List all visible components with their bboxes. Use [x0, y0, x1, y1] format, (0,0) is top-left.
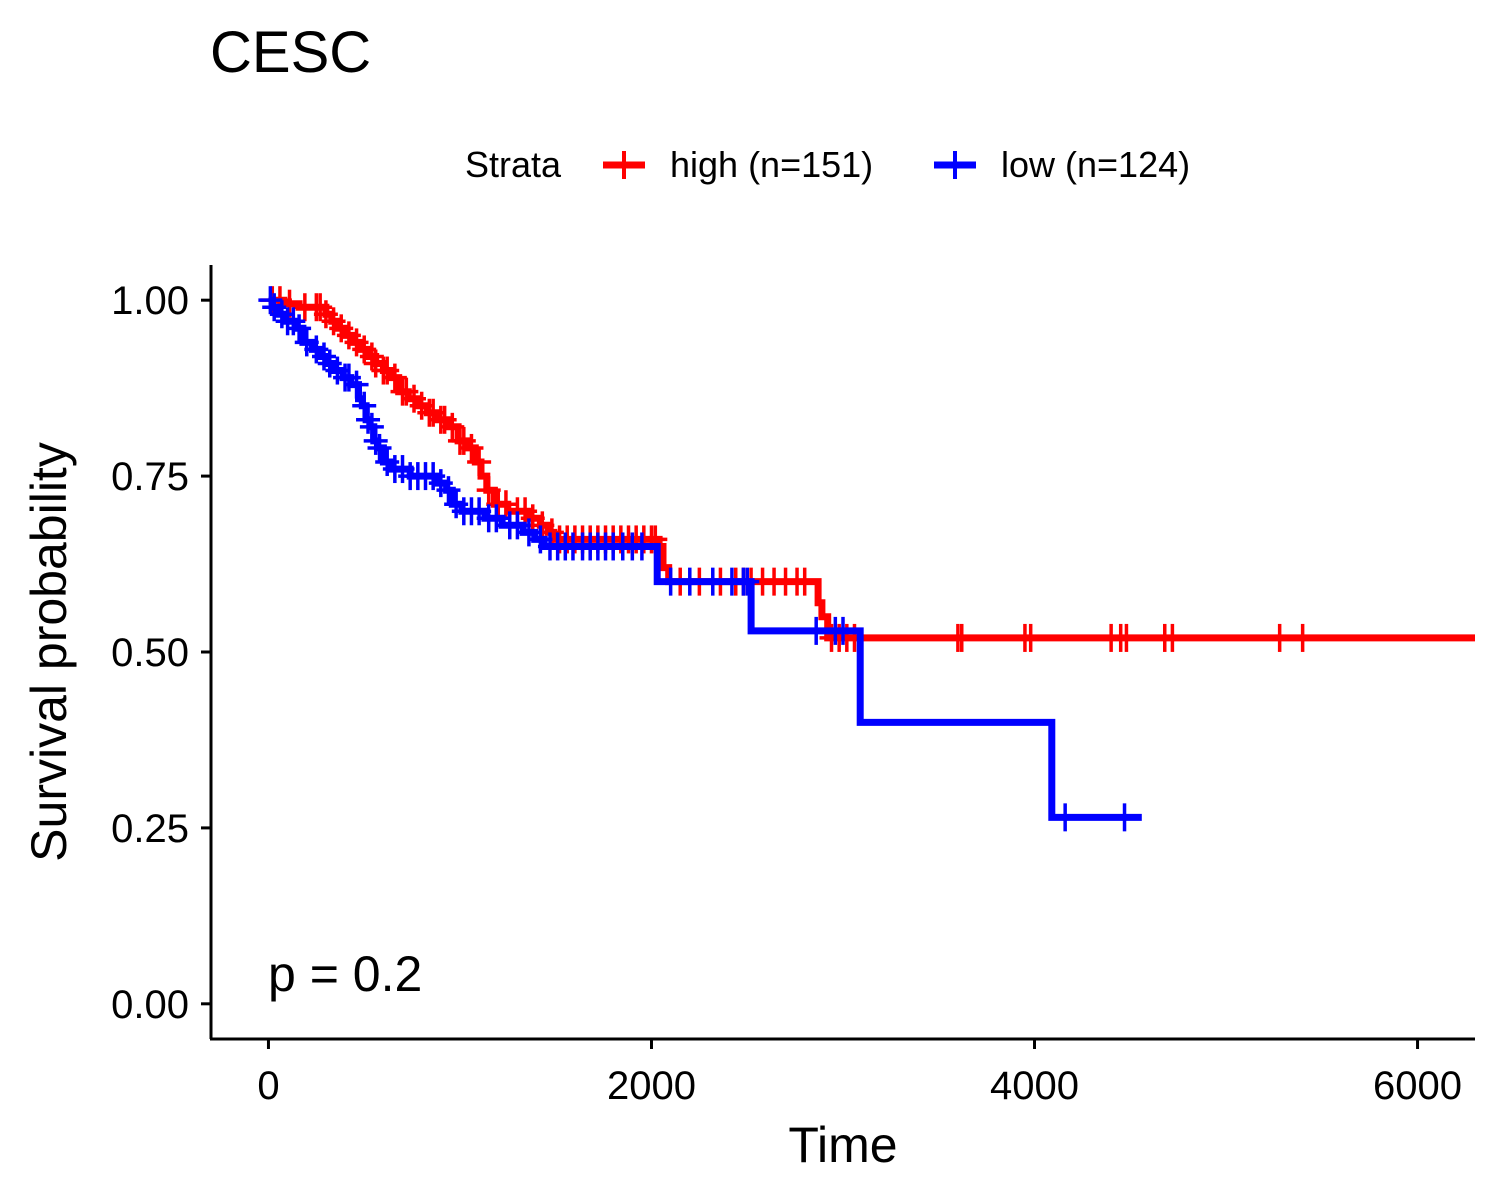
legend: Strata high (n=151) low (n=124): [465, 144, 1190, 185]
censor-mark-low: [352, 391, 377, 420]
censor-mark-high: [467, 448, 492, 477]
series-high: [260, 286, 1475, 652]
censor-mark-low: [311, 342, 336, 371]
x-axis-ticks: 0 2000 4000 6000: [257, 1039, 1462, 1108]
y-tick-label: 0.50: [111, 631, 189, 675]
censor-mark-low: [735, 567, 760, 596]
censor-mark-high: [1160, 623, 1185, 652]
censor-mark-high: [1018, 623, 1043, 652]
series-high-line: [268, 296, 1475, 642]
censor-mark-low: [1112, 803, 1137, 832]
y-tick-label: 0.25: [111, 807, 189, 851]
censor-mark-low: [629, 532, 654, 561]
plot-area: 0 2000 4000 6000 0.00 0.25 0.50 0.75 1.00 p = 0…: [111, 265, 1475, 1108]
censor-mark-low: [505, 511, 530, 540]
y-axis-label: Survival probability: [21, 442, 77, 862]
censor-mark-low: [367, 433, 392, 462]
legend-label-high: high (n=151): [670, 144, 873, 185]
censor-mark-high: [1290, 623, 1315, 652]
y-axis-ticks: 0.00 0.25 0.50 0.75 1.00: [111, 279, 211, 1027]
censor-mark-low: [359, 412, 384, 441]
censor-mark-low: [516, 518, 541, 547]
censor-mark-low: [1053, 803, 1078, 832]
censor-mark-low: [356, 405, 381, 434]
censor-mark-low: [258, 286, 283, 315]
x-tick-label: 0: [257, 1064, 279, 1108]
censor-mark-high: [359, 342, 384, 371]
series-low: [258, 286, 1142, 832]
y-tick-label: 0.75: [111, 455, 189, 499]
censor-mark-low: [677, 567, 702, 596]
censor-mark-high: [308, 293, 333, 322]
censor-mark-low: [436, 476, 461, 505]
censor-mark-high: [459, 433, 484, 462]
censor-mark-high: [382, 363, 407, 392]
censor-mark-low: [484, 504, 509, 533]
p-value-annotation: p = 0.2: [268, 946, 422, 1002]
censor-mark-high: [949, 623, 974, 652]
legend-key-high: [603, 151, 645, 179]
x-tick-label: 2000: [607, 1064, 696, 1108]
censor-mark-high: [493, 490, 518, 519]
censor-mark-high: [440, 412, 465, 441]
censor-mark-low: [287, 314, 312, 343]
chart-title: CESC: [210, 20, 371, 85]
x-axis-label: Time: [788, 1117, 897, 1173]
censor-mark-low: [281, 307, 306, 336]
censor-mark-high: [1114, 623, 1139, 652]
legend-title: Strata: [465, 144, 562, 185]
censor-mark-low: [269, 300, 294, 329]
legend-label-low: low (n=124): [1001, 144, 1190, 185]
y-tick-label: 0.00: [111, 983, 189, 1027]
censor-mark-low: [344, 370, 369, 399]
censor-mark-high: [476, 476, 501, 505]
x-tick-label: 6000: [1373, 1064, 1462, 1108]
censor-mark-high: [792, 567, 817, 596]
censor-mark-low: [363, 426, 388, 455]
censor-mark-low: [831, 616, 855, 645]
censor-mark-high: [1267, 623, 1292, 652]
legend-key-low: [934, 151, 976, 179]
y-tick-label: 1.00: [111, 279, 189, 323]
x-tick-label: 4000: [990, 1064, 1079, 1108]
